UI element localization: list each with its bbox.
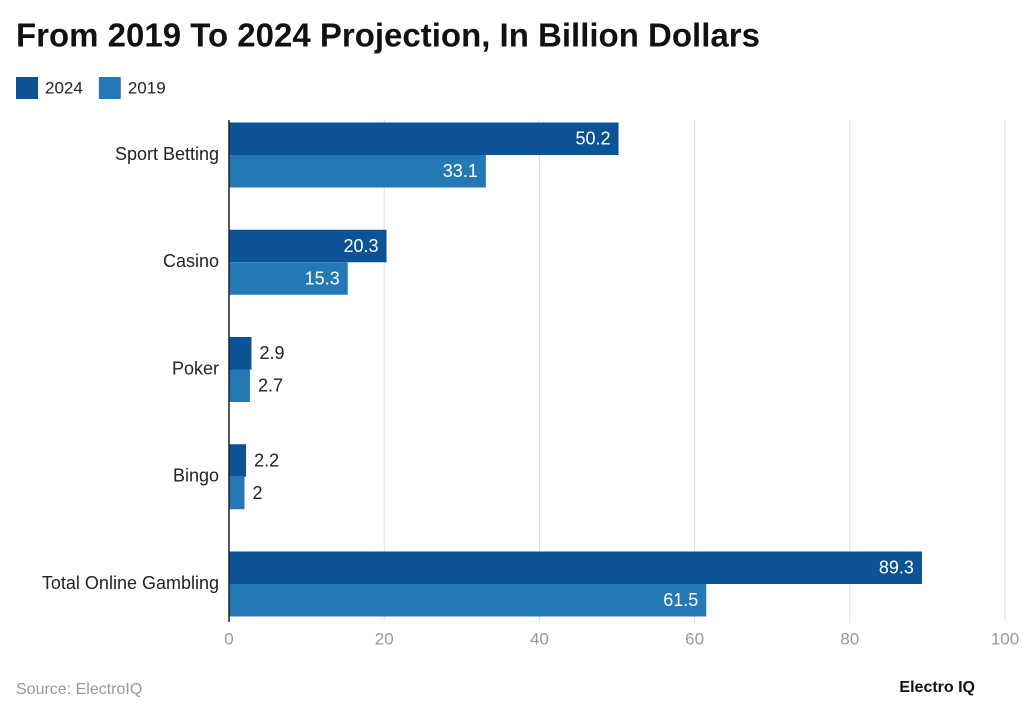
y-tick-label: Casino: [163, 251, 219, 271]
y-tick-label: Sport Betting: [115, 144, 219, 164]
x-tick-label: 40: [530, 629, 549, 648]
data-label: 89.3: [879, 558, 914, 578]
bar: [229, 337, 252, 370]
y-tick-label: Bingo: [173, 466, 219, 486]
chart-title: From 2019 To 2024 Projection, In Billion…: [16, 17, 760, 54]
legend-swatch: [16, 77, 38, 99]
source: Source: ElectroIQ: [16, 681, 142, 698]
brand: Electro IQ: [899, 679, 975, 696]
bar: [229, 444, 247, 477]
bar: [229, 229, 387, 263]
x-tick-label: 80: [840, 629, 859, 648]
data-label: 2.2: [254, 450, 279, 470]
data-label: 20.3: [343, 236, 378, 256]
y-tick-label: Poker: [172, 358, 219, 378]
data-label: 15.3: [305, 268, 340, 288]
data-label: 50.2: [576, 129, 611, 149]
data-label: 2.9: [260, 343, 285, 363]
x-tick-label: 20: [375, 629, 394, 648]
data-label: 61.5: [663, 590, 698, 610]
x-tick-label: 100: [991, 629, 1019, 648]
legend-swatch: [98, 77, 121, 99]
bar: [229, 551, 922, 584]
bar: [229, 584, 707, 617]
data-label: 2: [253, 483, 263, 503]
data-label: 2.7: [258, 376, 283, 396]
bar: [229, 155, 486, 188]
legend-label: 2024: [45, 78, 83, 97]
y-tick-label: Total Online Gambling: [42, 573, 219, 593]
bar: [229, 262, 348, 295]
data-label: 33.1: [443, 161, 478, 181]
x-tick-label: 60: [685, 629, 704, 648]
legend-label: 2019: [128, 78, 166, 97]
bar: [229, 369, 250, 402]
x-tick-label: 0: [224, 629, 233, 648]
bar: [229, 476, 245, 510]
bar: [229, 122, 619, 155]
